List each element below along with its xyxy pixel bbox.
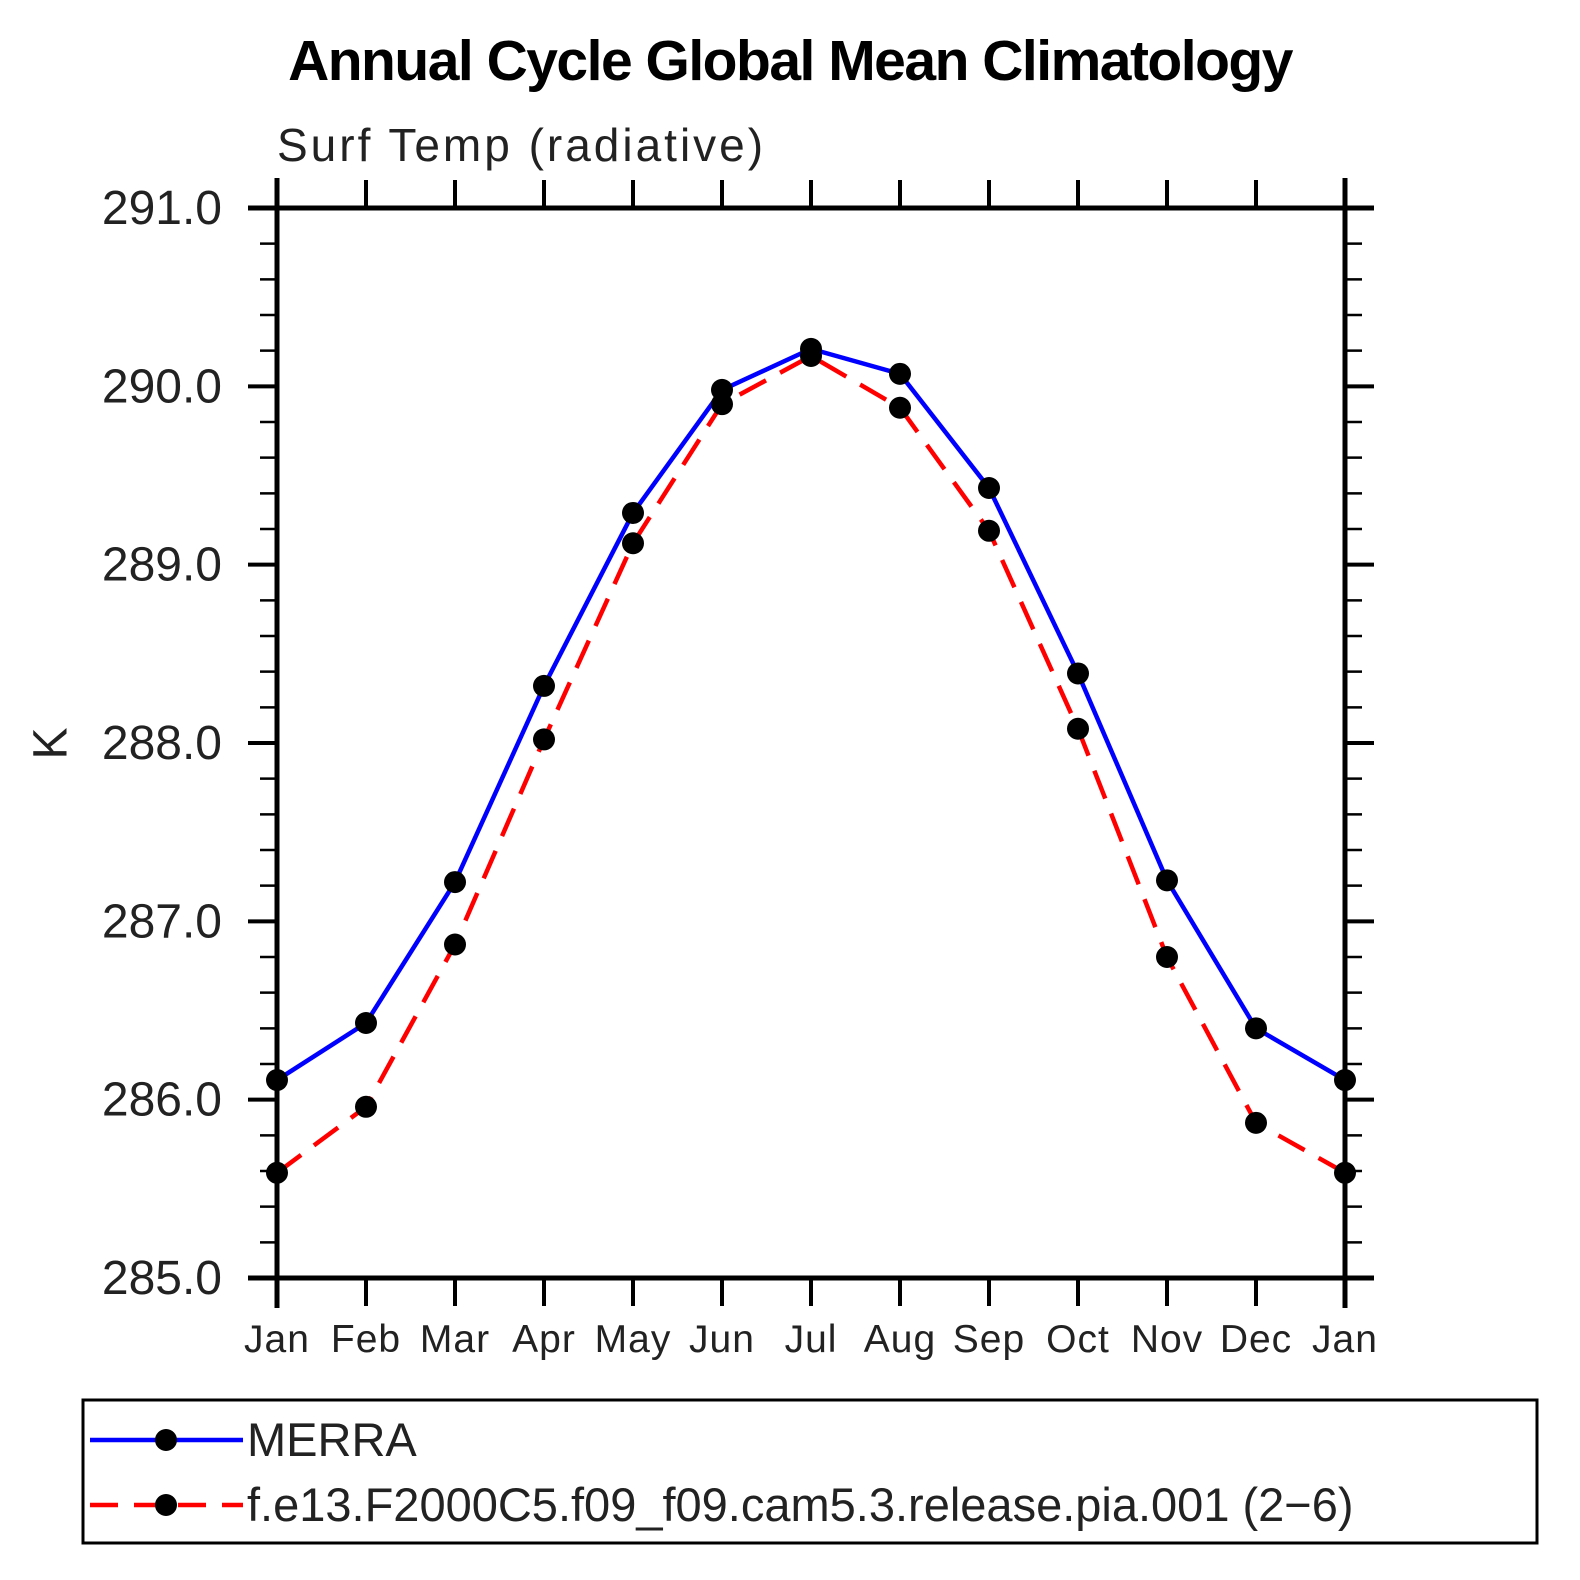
y-tick-label: 287.0: [102, 895, 222, 948]
chart-subtitle: Surf Temp (radiative): [277, 119, 767, 171]
data-point: [533, 674, 555, 697]
data-point: [444, 871, 466, 894]
y-tick-label: 289.0: [102, 539, 222, 592]
data-point: [1156, 869, 1178, 892]
data-point: [1245, 1017, 1267, 1040]
data-point: [266, 1161, 288, 1184]
data-point: [889, 362, 911, 385]
chart-title: Annual Cycle Global Mean Climatology: [288, 29, 1293, 93]
x-tick-label: Apr: [512, 1318, 576, 1361]
y-tick-label: 291.0: [102, 182, 222, 235]
data-point: [889, 396, 911, 419]
x-tick-label: May: [595, 1318, 672, 1361]
x-tick-label: Nov: [1131, 1318, 1203, 1361]
data-point: [1156, 946, 1178, 968]
legend-marker: [155, 1429, 177, 1451]
data-point: [355, 1095, 377, 1118]
legend-marker: [155, 1494, 177, 1516]
data-point: [355, 1011, 377, 1034]
legend-box: [81, 1398, 1539, 1545]
data-point: [622, 501, 644, 524]
data-point: [978, 519, 1000, 542]
model-line: [275, 353, 1347, 1175]
x-tick-label: Jul: [785, 1318, 838, 1361]
data-point: [533, 728, 555, 751]
data-point: [1067, 717, 1089, 740]
merra-line: [275, 346, 1347, 1082]
y-tick-label: 285.0: [102, 1252, 222, 1305]
x-tick-label: Sep: [953, 1318, 1025, 1361]
data-point: [444, 933, 466, 956]
data-point: [1245, 1111, 1267, 1134]
y-tick-label: 286.0: [102, 1074, 222, 1127]
data-point: [622, 532, 644, 555]
x-tick-label: Aug: [864, 1318, 936, 1361]
y-tick-label: 290.0: [102, 360, 222, 413]
data-point: [1334, 1069, 1356, 1092]
x-tick-label: Dec: [1220, 1318, 1292, 1361]
x-tick-label: Jan: [244, 1318, 310, 1361]
x-tick-label: Jan: [1312, 1318, 1378, 1361]
data-point: [711, 393, 733, 416]
x-tick-label: Mar: [420, 1318, 490, 1361]
legend-label: f.e13.F2000C5.f09_f09.cam5.3.release.pia…: [247, 1478, 1354, 1531]
data-point: [800, 345, 822, 368]
x-tick-label: Jun: [689, 1318, 755, 1361]
x-tick-label: Feb: [331, 1318, 401, 1361]
y-tick-label: 288.0: [102, 717, 222, 770]
data-point: [1067, 662, 1089, 685]
x-tick-label: Oct: [1046, 1318, 1110, 1361]
legend-label: MERRA: [247, 1413, 417, 1466]
data-point: [978, 476, 1000, 499]
data-point: [1334, 1161, 1356, 1184]
data-point: [266, 1069, 288, 1092]
